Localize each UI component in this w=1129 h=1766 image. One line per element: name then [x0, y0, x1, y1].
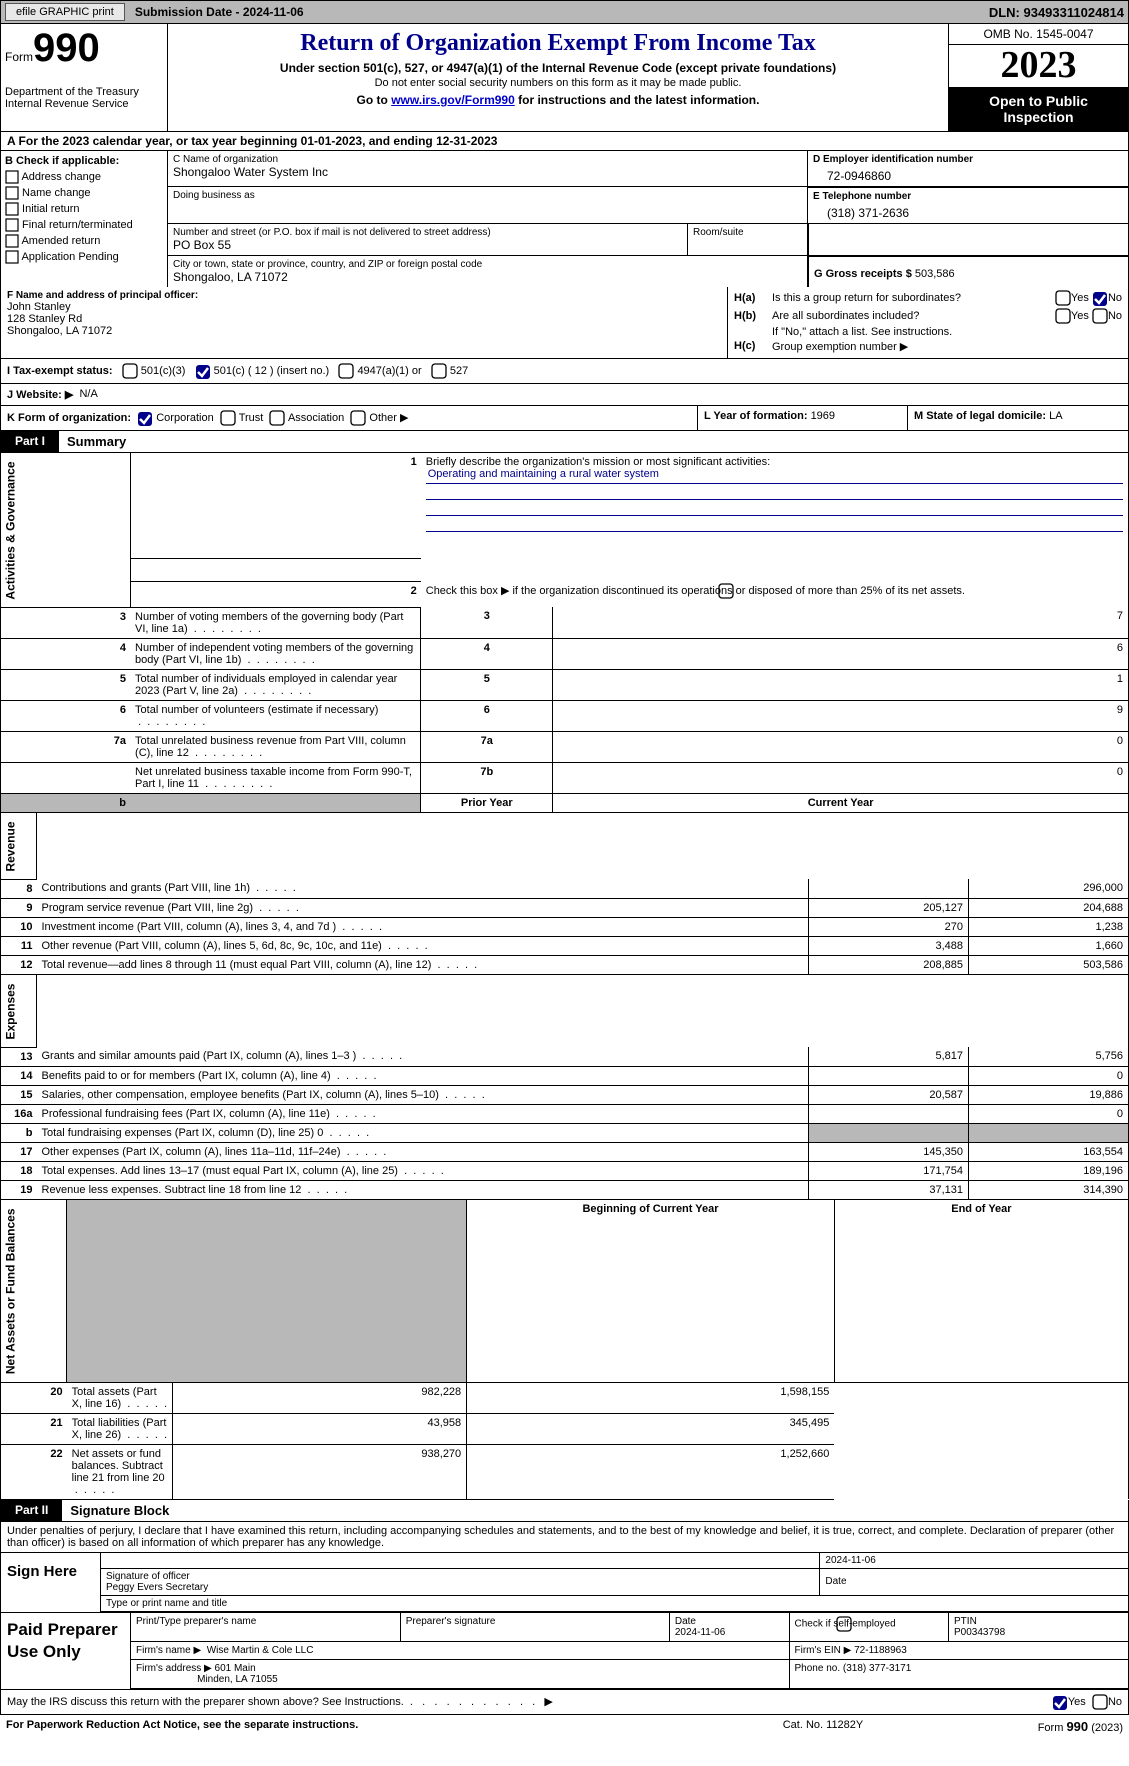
- firm-phone: (318) 377-3171: [843, 1663, 911, 1674]
- perjury-declaration: Under penalties of perjury, I declare th…: [0, 1522, 1129, 1553]
- firm-ein: 72-1188963: [854, 1645, 907, 1656]
- box-b: B Check if applicable: Address change Na…: [1, 151, 168, 287]
- checkbox-icon[interactable]: [718, 583, 734, 599]
- checkbox-icon[interactable]: [269, 410, 285, 426]
- sign-here: Sign Here 2024-11-06 Signature of office…: [0, 1553, 1129, 1613]
- box-d-label: D Employer identification number: [813, 154, 1123, 165]
- department-label: Department of the Treasury Internal Reve…: [5, 86, 163, 110]
- room-label: Room/suite: [693, 227, 802, 238]
- box-i: I Tax-exempt status: 501(c)(3) 501(c) ( …: [1, 359, 1128, 383]
- box-g-label: G Gross receipts $: [814, 268, 915, 280]
- line-a: A For the 2023 calendar year, or tax yea…: [0, 132, 1129, 151]
- goto-link: Go to www.irs.gov/Form990 for instructio…: [178, 93, 938, 107]
- open-inspection: Open to Public Inspection: [949, 87, 1128, 131]
- efile-print-button[interactable]: efile GRAPHIC print: [5, 3, 125, 21]
- checkbox-icon[interactable]: [5, 234, 19, 248]
- box-j: J Website: ▶ N/A: [0, 384, 1129, 406]
- box-k: K Form of organization: Corporation Trus…: [1, 406, 698, 430]
- checkbox-icon[interactable]: [5, 170, 19, 184]
- box-e-label: E Telephone number: [813, 191, 1123, 202]
- form-label: Form: [5, 50, 33, 64]
- checkbox-icon[interactable]: [431, 363, 447, 379]
- checkbox-icon[interactable]: [350, 410, 366, 426]
- dln: DLN: 93493311024814: [989, 5, 1124, 20]
- box-m: M State of legal domicile: LA: [908, 406, 1128, 430]
- omb-number: OMB No. 1545-0047: [949, 24, 1128, 45]
- checkbox-icon[interactable]: [5, 250, 19, 264]
- summary-table: Activities & Governance 1 Briefly descri…: [0, 453, 1129, 813]
- form-header: Form990 Department of the Treasury Inter…: [0, 24, 1129, 132]
- form-subtitle: Under section 501(c), 527, or 4947(a)(1)…: [178, 61, 938, 75]
- checkbox-icon[interactable]: [122, 363, 138, 379]
- checkbox-icon[interactable]: [1055, 290, 1071, 306]
- box-l: L Year of formation: 1969: [698, 406, 908, 430]
- checkbox-icon[interactable]: [220, 410, 236, 426]
- checkbox-icon[interactable]: [5, 186, 19, 200]
- checked-icon[interactable]: [1092, 291, 1108, 307]
- checkbox-icon[interactable]: [338, 363, 354, 379]
- street-address: PO Box 55: [173, 238, 682, 252]
- firm-addr: 601 Main: [215, 1663, 256, 1674]
- checked-icon[interactable]: [1052, 1695, 1068, 1711]
- gross-receipts: 503,586: [915, 268, 955, 280]
- vlabel-netassets: Net Assets or Fund Balances: [1, 1200, 67, 1382]
- firm-name: Wise Martin & Cole LLC: [207, 1645, 314, 1656]
- form-title: Return of Organization Exempt From Incom…: [178, 30, 938, 57]
- checkbox-icon[interactable]: [1092, 1694, 1108, 1710]
- checkbox-icon[interactable]: [5, 202, 19, 216]
- officer-addr2: Shongaloo, LA 71072: [7, 325, 721, 337]
- vlabel-revenue: Revenue: [1, 813, 37, 880]
- dba-label: Doing business as: [173, 190, 802, 201]
- ssn-note: Do not enter social security numbers on …: [178, 77, 938, 89]
- checkbox-icon[interactable]: [1055, 308, 1071, 324]
- website: N/A: [79, 388, 97, 401]
- box-c-name-label: C Name of organization: [173, 154, 802, 165]
- tax-year: 2023: [949, 45, 1128, 87]
- city-state-zip: Shongaloo, LA 71072: [173, 270, 802, 284]
- part1-header: Part I Summary: [0, 431, 1129, 453]
- submission-date: Submission Date - 2024-11-06: [135, 5, 304, 19]
- ein: 72-0946860: [813, 165, 1123, 183]
- form-number: 990: [33, 26, 100, 70]
- officer-addr1: 128 Stanley Rd: [7, 313, 721, 325]
- box-f: F Name and address of principal officer:…: [1, 287, 728, 358]
- org-name: Shongaloo Water System Inc: [173, 165, 802, 179]
- city-label: City or town, state or province, country…: [173, 259, 802, 270]
- vlabel-expenses: Expenses: [1, 975, 37, 1048]
- box-h: H(a)Is this a group return for subordina…: [728, 287, 1128, 358]
- checked-icon[interactable]: [137, 411, 153, 427]
- irs-link[interactable]: www.irs.gov/Form990: [391, 93, 515, 107]
- mission: Operating and maintaining a rural water …: [426, 468, 1123, 484]
- paid-preparer: Paid Preparer Use Only Print/Type prepar…: [0, 1613, 1129, 1690]
- top-bar: efile GRAPHIC print Submission Date - 20…: [0, 0, 1129, 24]
- discuss-row: May the IRS discuss this return with the…: [0, 1690, 1129, 1715]
- checked-icon[interactable]: [195, 364, 211, 380]
- checkbox-icon[interactable]: [836, 1616, 852, 1632]
- vlabel-governance: Activities & Governance: [1, 453, 131, 608]
- ptin: P00343798: [954, 1627, 1005, 1638]
- checkbox-icon[interactable]: [5, 218, 19, 232]
- part2-header: Part II Signature Block: [0, 1500, 1129, 1522]
- telephone: (318) 371-2636: [813, 202, 1123, 220]
- addr-label: Number and street (or P.O. box if mail i…: [173, 227, 682, 238]
- officer-name: John Stanley: [7, 301, 721, 313]
- page-footer: For Paperwork Reduction Act Notice, see …: [0, 1715, 1129, 1738]
- checkbox-icon[interactable]: [1092, 308, 1108, 324]
- officer-signature-name: Peggy Evers Secretary: [106, 1582, 208, 1593]
